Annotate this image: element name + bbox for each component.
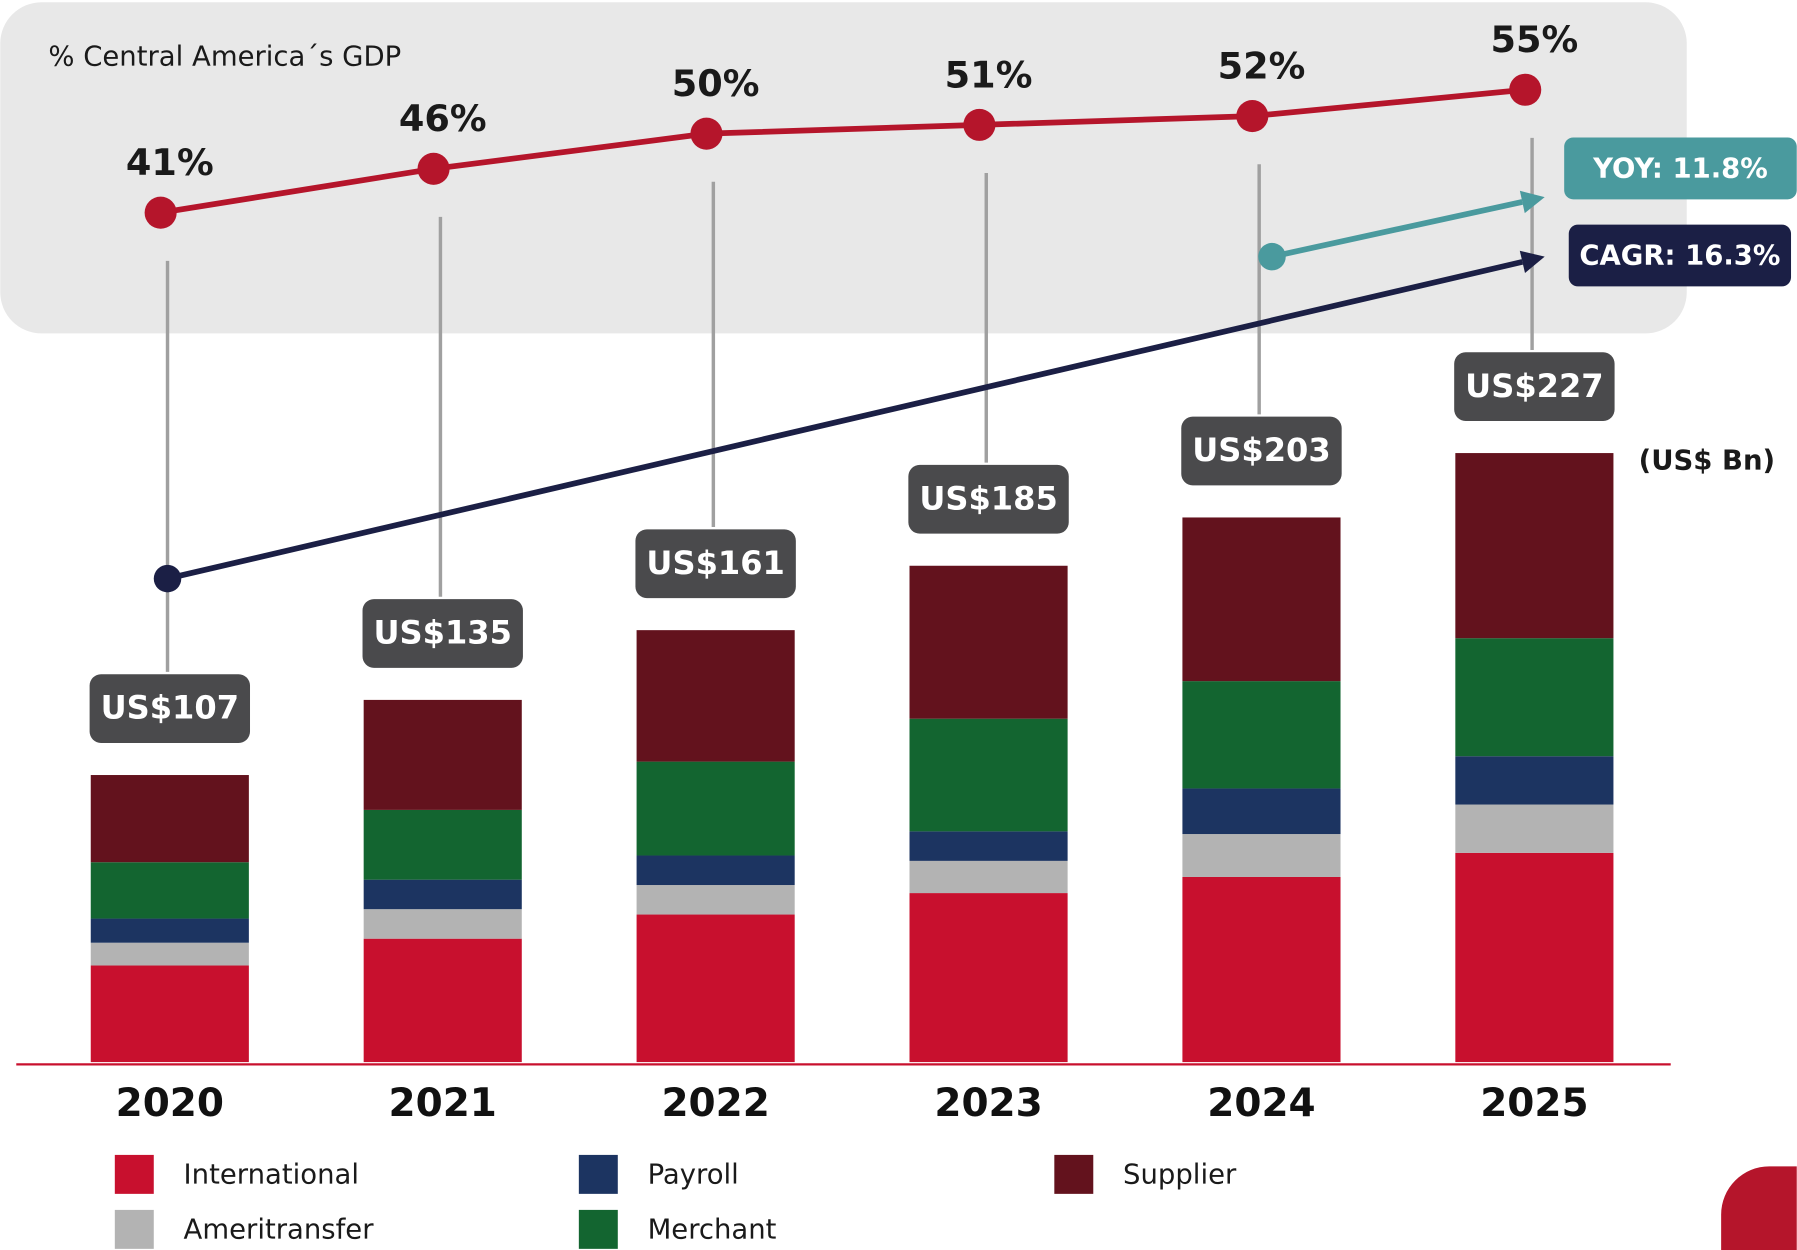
legend-label: Ameritransfer [184,1214,375,1246]
bar-segment [90,965,249,1063]
legend-label: Merchant [648,1214,777,1246]
annotation-dot [153,564,182,593]
total-label: US$227 [1465,367,1603,405]
gdp-point [1236,100,1269,133]
bar-segment [1455,852,1614,1063]
arrow-head [1519,250,1545,274]
total-label-box [362,599,523,668]
annotation-arrow [166,259,1524,582]
annotation-box [1568,224,1792,287]
bar-segment [1455,453,1614,639]
bar-segment [636,761,795,856]
bar-segment [90,862,249,919]
bar-segment [1182,788,1341,835]
bar-segment [363,699,522,810]
annotation-text: CAGR: 16.3% [1579,240,1780,272]
bar-segment [1455,756,1614,805]
x-tick-label: 2020 [116,1081,224,1126]
unit-label: (US$ Bn) [1639,445,1775,477]
total-label: US$185 [919,479,1057,517]
annotation-dot [1258,242,1286,271]
annotation-arrow [1271,199,1523,260]
bar-segment [363,809,522,880]
legend-label: International [184,1159,359,1191]
gdp-title: % Central America´s GDP [48,40,401,72]
bar-segment [1455,804,1614,853]
x-tick-label: 2024 [1207,1081,1315,1126]
gdp-point [144,196,177,229]
bar-segment [909,565,1068,719]
legend-swatch [578,1209,618,1249]
legend-swatch [114,1154,154,1194]
bar-segment [636,885,795,915]
annotation-box [1564,137,1797,200]
bar-segment [90,775,249,863]
x-tick-label: 2022 [661,1081,769,1126]
bar-segment [909,860,1068,894]
x-tick-label: 2025 [1480,1081,1588,1126]
total-label-box [1181,416,1342,486]
gdp-label: 50% [672,62,760,105]
bar-segment [1182,876,1341,1063]
legend-swatch [114,1209,154,1249]
gdp-label: 55% [1491,18,1579,61]
gdp-label: 46% [399,97,487,140]
gdp-line [160,86,1526,216]
legend-swatch [578,1154,618,1194]
bar-segment [636,630,795,762]
gdp-label: 51% [945,53,1033,96]
legend-swatch [1054,1154,1094,1194]
total-label: US$107 [101,689,239,727]
total-label-box [1454,352,1615,421]
total-label-box [89,674,251,743]
legend-label: Payroll [648,1159,739,1191]
total-label: US$135 [374,614,512,652]
gdp-point [690,117,723,150]
bar-segment [363,909,522,939]
bar-segment [363,938,522,1063]
bar-segment [1182,681,1341,789]
bar-segment [1182,517,1341,682]
bar-segment [909,718,1068,832]
x-tick-label: 2021 [389,1081,497,1126]
gdp-label: 41% [126,141,214,184]
gdp-point [417,152,450,185]
annotation-text: YOY: 11.8% [1592,153,1768,185]
bar-segment [1182,834,1341,877]
total-label: US$203 [1192,431,1330,469]
logo-corner [1721,1166,1797,1250]
arrow-head [1519,190,1545,214]
bar-segment [909,893,1068,1063]
bar-segment [636,914,795,1063]
bar-segment [1455,638,1614,757]
total-label-box [908,464,1069,534]
gdp-label: 52% [1218,44,1306,87]
legend-label: Supplier [1123,1159,1237,1191]
bar-segment [363,879,522,910]
bar-segment [636,855,795,886]
total-label-box [635,529,796,599]
bar-segment [90,942,249,966]
gdp-point [1509,73,1542,106]
bar-segment [909,831,1068,861]
x-tick-label: 2023 [934,1081,1042,1126]
gdp-point [963,108,996,141]
total-label: US$161 [646,544,784,582]
bar-segment [90,918,249,943]
